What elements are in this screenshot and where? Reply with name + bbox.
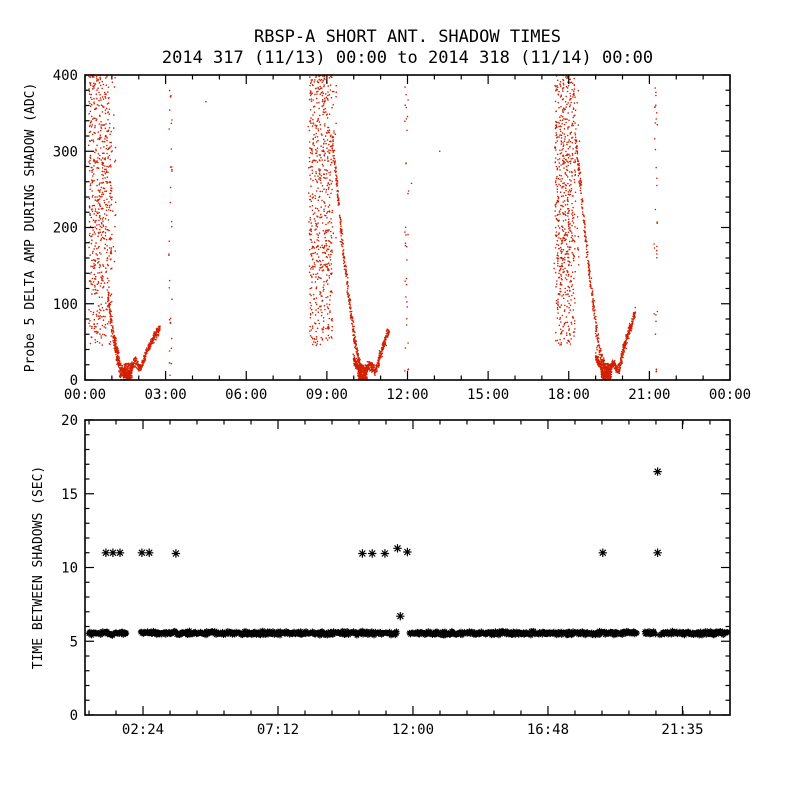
top-x-tick-label: 00:00 <box>709 387 751 403</box>
top-panel-points <box>87 74 659 381</box>
shadow-amp-scatter-points <box>87 74 659 381</box>
top-x-tick-label: 06:00 <box>225 387 267 403</box>
top-y-tick-label: 0 <box>70 373 78 389</box>
chart-title: RBSP-A SHORT ANT. SHADOW TIMES <box>253 27 562 47</box>
top-y-axis-title: Probe 5 DELTA AMP DURING SHADOW (ADC) <box>23 83 38 373</box>
bottom-y-tick-label: 10 <box>61 561 78 577</box>
top-y-tick-label: 400 <box>53 68 78 84</box>
bottom-y-axis-title: TIME BETWEEN SHADOWS (SEC) <box>31 466 46 670</box>
bottom-y-tick-label: 0 <box>70 708 78 724</box>
top-x-tick-label: 00:00 <box>64 387 106 403</box>
bottom-panel-points <box>85 467 731 639</box>
bottom-x-tick-label: 12:00 <box>392 722 434 738</box>
top-x-tick-label: 21:00 <box>628 387 670 403</box>
top-x-tick-label: 03:00 <box>145 387 187 403</box>
shadow-interval-band-points <box>85 627 731 639</box>
bottom-x-tick-label: 02:24 <box>122 722 164 738</box>
bottom-x-tick-label: 16:48 <box>527 722 569 738</box>
bottom-x-tick-label: 07:12 <box>257 722 299 738</box>
top-x-tick-label: 09:00 <box>306 387 348 403</box>
shadow-interval-outlier-points <box>101 467 662 621</box>
top-panel-axes: 00:00 03:00 06:00 09:00 12:00 15:00 18:00 21:00… <box>23 68 751 403</box>
bottom-axes-frame <box>84 419 731 716</box>
top-y-tick-label: 100 <box>53 297 78 313</box>
bottom-panel-axes: 02:24 07:12 12:00 16:48 21:35 0 5 10 15 20 TIME BE… <box>31 413 731 738</box>
top-y-tick-label: 200 <box>53 221 78 237</box>
bottom-y-tick-label: 5 <box>70 634 78 650</box>
top-x-tick-label: 12:00 <box>386 387 428 403</box>
bottom-x-tick-label: 21:35 <box>661 722 703 738</box>
top-axes-frame <box>84 74 731 381</box>
bottom-y-tick-label: 20 <box>61 413 78 429</box>
bottom-y-tick-label: 15 <box>61 487 78 503</box>
top-x-tick-label: 18:00 <box>548 387 590 403</box>
chart-subtitle: 2014 317 (11/13) 00:00 to 2014 318 (11/1… <box>161 48 654 68</box>
top-x-tick-label: 15:00 <box>467 387 509 403</box>
top-y-tick-label: 300 <box>53 144 78 160</box>
